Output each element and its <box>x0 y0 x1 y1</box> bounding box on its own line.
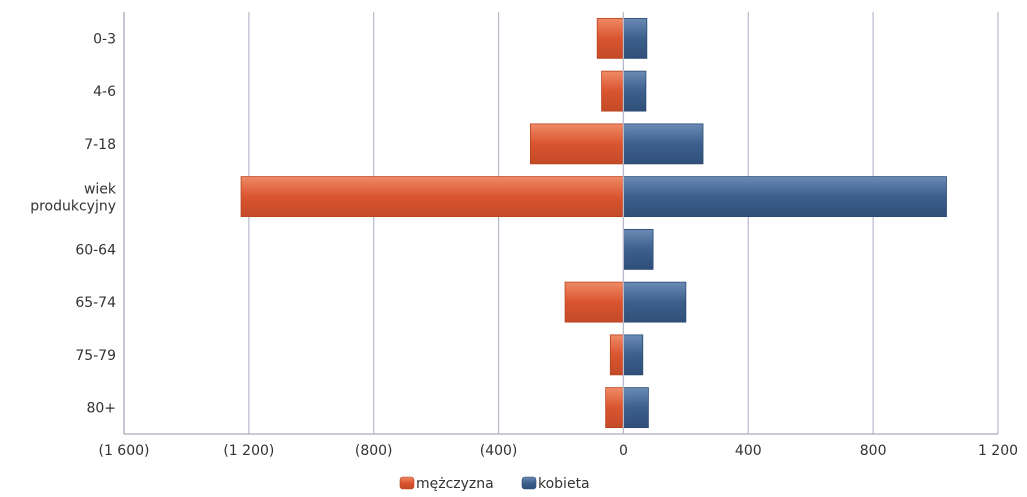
legend-swatch-male <box>399 476 415 490</box>
bar-female-2 <box>623 123 704 165</box>
x-tick-label-5: 400 <box>735 443 762 459</box>
x-tick-label-0: (1 600) <box>98 443 149 459</box>
legend-swatch-female <box>521 476 537 490</box>
category-label-1: 4-6 <box>93 84 116 100</box>
x-tick-label-6: 800 <box>860 443 887 459</box>
legend-label-female: kobieta <box>538 476 590 492</box>
bar-female-4 <box>623 228 654 270</box>
category-label-6: 75-79 <box>75 348 116 364</box>
bar-male-5 <box>564 281 624 323</box>
axes <box>123 12 998 435</box>
bar-male-0 <box>596 17 624 59</box>
bar-female-7 <box>623 387 649 429</box>
bar-female-6 <box>623 334 644 376</box>
bar-male-2 <box>530 123 624 165</box>
bar-male-7 <box>605 387 624 429</box>
category-label-3: wiek produkcyjny <box>30 182 117 215</box>
category-label-5: 65-74 <box>75 295 116 311</box>
x-tick-label-7: 1 200 <box>978 443 1018 459</box>
category-label-0: 0-3 <box>93 31 116 47</box>
bars <box>240 17 947 429</box>
legend-label-male: mężczyzna <box>416 476 494 492</box>
category-label-4: 60-64 <box>75 242 116 258</box>
category-label-7: 80+ <box>86 401 116 417</box>
bar-male-6 <box>609 334 624 376</box>
tick-labels: 0-3 4-6 7-18 wiek produkcyjny 60-64 65-74 75-79… <box>30 31 1018 459</box>
category-label-2: 7-18 <box>84 137 116 153</box>
x-tick-label-2: (800) <box>355 443 393 459</box>
bar-female-5 <box>623 281 687 323</box>
x-tick-label-4: 0 <box>619 443 628 459</box>
bar-female-3 <box>623 176 947 218</box>
grid-lines <box>123 12 999 434</box>
bar-female-1 <box>623 70 647 112</box>
x-tick-label-1: (1 200) <box>223 443 274 459</box>
x-tick-label-3: (400) <box>480 443 518 459</box>
bar-male-1 <box>601 70 624 112</box>
bar-female-0 <box>623 17 648 59</box>
legend: mężczyzna kobieta <box>399 476 590 492</box>
bar-male-3 <box>240 176 624 218</box>
